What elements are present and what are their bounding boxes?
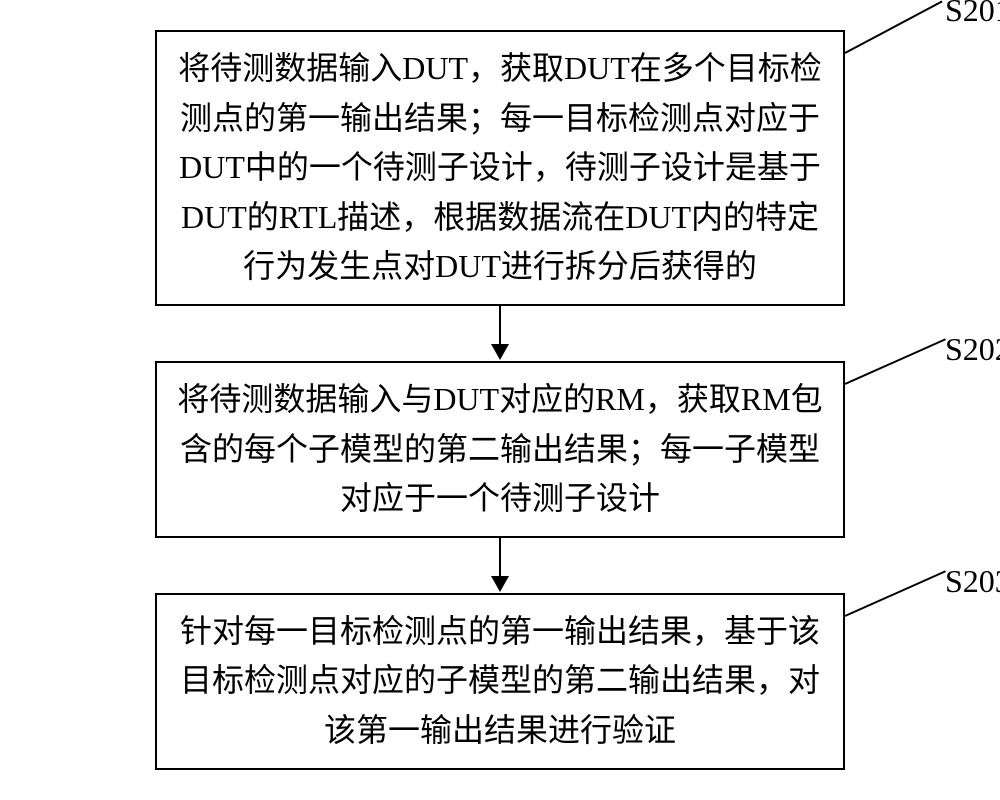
flow-arrow [20, 538, 980, 593]
flow-step: 针对每一目标检测点的第一输出结果，基于该目标检测点对应的子模型的第二输出结果，对… [20, 593, 980, 770]
flow-step: 将待测数据输入与DUT对应的RM，获取RM包含的每个子模型的第二输出结果；每一子… [20, 361, 980, 538]
flow-arrow [20, 306, 980, 361]
arrow-stem [499, 306, 501, 346]
arrow-head-icon [491, 344, 509, 360]
step-label-s202: S202 [945, 331, 1000, 368]
arrow-stem [499, 538, 501, 578]
arrow-head-icon [491, 576, 509, 592]
flow-box-s201: 将待测数据输入DUT，获取DUT在多个目标检测点的第一输出结果；每一目标检测点对… [155, 30, 845, 306]
flow-box-text: 将待测数据输入与DUT对应的RM，获取RM包含的每个子模型的第二输出结果；每一子… [177, 381, 822, 516]
flow-step: 将待测数据输入DUT，获取DUT在多个目标检测点的第一输出结果；每一目标检测点对… [20, 30, 980, 306]
step-label-s201: S201 [945, 0, 1000, 29]
flow-box-s203: 针对每一目标检测点的第一输出结果，基于该目标检测点对应的子模型的第二输出结果，对… [155, 593, 845, 770]
flowchart: 将待测数据输入DUT，获取DUT在多个目标检测点的第一输出结果；每一目标检测点对… [20, 30, 980, 770]
flow-box-text: 针对每一目标检测点的第一输出结果，基于该目标检测点对应的子模型的第二输出结果，对… [180, 613, 820, 748]
step-label-s203: S203 [945, 563, 1000, 600]
flow-box-text: 将待测数据输入DUT，获取DUT在多个目标检测点的第一输出结果；每一目标检测点对… [178, 50, 822, 284]
flow-box-s202: 将待测数据输入与DUT对应的RM，获取RM包含的每个子模型的第二输出结果；每一子… [155, 361, 845, 538]
lead-line [845, 0, 943, 53]
